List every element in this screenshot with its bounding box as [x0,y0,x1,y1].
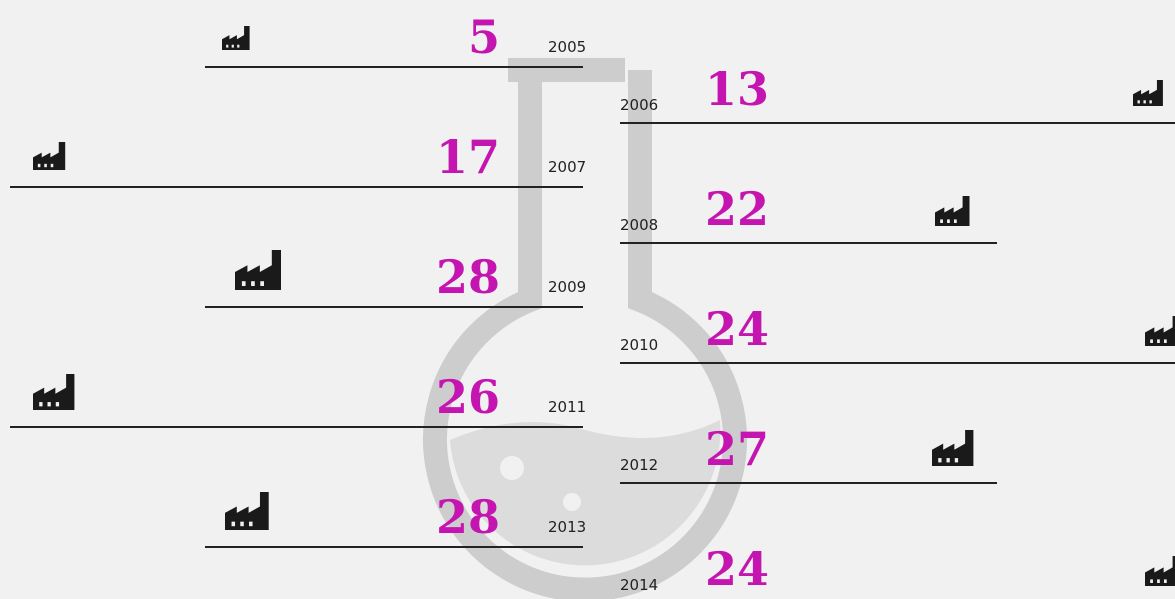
factory-window [231,521,236,527]
year: 2012 [620,456,658,474]
value: 24 [705,302,769,356]
factory-icon [935,196,970,226]
flask-outline [423,58,747,599]
value: 22 [705,182,769,236]
factory-window [1150,339,1153,343]
factory-window [226,44,229,48]
factory-shape [935,196,970,226]
value: 13 [705,62,769,116]
value: 28 [436,490,500,544]
factory-icon [1145,556,1175,586]
year: 2005 [548,38,586,56]
value: 28 [436,250,500,304]
factory-icon [225,492,269,530]
factory-window [954,458,959,463]
factory-window [1157,579,1160,583]
year: 2008 [620,216,658,234]
year: 2006 [620,96,658,114]
factory-shape [1145,556,1175,586]
factory-shape [235,250,281,290]
factory-window [1163,579,1167,583]
factory-window [1157,339,1160,343]
factory-shape [1145,316,1175,346]
factory-window [953,219,957,223]
factory-icon [33,142,66,170]
factory-window [50,163,54,168]
value: 5 [468,10,500,64]
factory-window [249,521,253,527]
year: 2009 [548,278,586,296]
factory-shape [225,492,269,530]
factory-window [241,281,246,286]
factory-window [1143,100,1146,104]
factory-shape [1133,80,1163,106]
factory-icon [1145,316,1175,346]
value: 27 [705,422,769,476]
value: 24 [705,542,769,596]
bubble [563,493,581,511]
bubble [500,456,524,480]
factory-window [237,44,240,48]
value: 26 [436,370,500,424]
factory-window [1150,579,1153,583]
factory-shape [33,142,66,170]
factory-window [1149,100,1152,104]
year: 2007 [548,158,586,176]
year: 2010 [620,336,658,354]
factory-shape [222,26,250,50]
factory-window [47,402,51,407]
factory-icon [33,374,75,410]
factory-window [39,402,43,407]
value: 17 [436,130,500,184]
factory-window [946,458,950,463]
factory-window [947,219,950,223]
factory-window [240,521,244,527]
flask-background [423,58,747,599]
factory-window [1163,339,1167,343]
factory-icon [222,26,250,50]
factory-icon [235,250,281,290]
factory-window [55,402,60,407]
factory-window [251,281,255,286]
year: 2014 [620,576,658,594]
factory-window [938,458,942,463]
factory-window [37,163,41,168]
factory-window [1137,100,1140,104]
factory-window [231,44,234,48]
year: 2011 [548,398,586,416]
factory-window [44,163,47,168]
factory-shape [932,430,974,466]
factory-icon [1133,80,1163,106]
flask-liquid [450,420,721,566]
factory-shape [33,374,75,410]
factory-icon [932,430,974,466]
factory-window [940,219,943,223]
factory-window [260,281,264,286]
year: 2013 [548,518,586,536]
